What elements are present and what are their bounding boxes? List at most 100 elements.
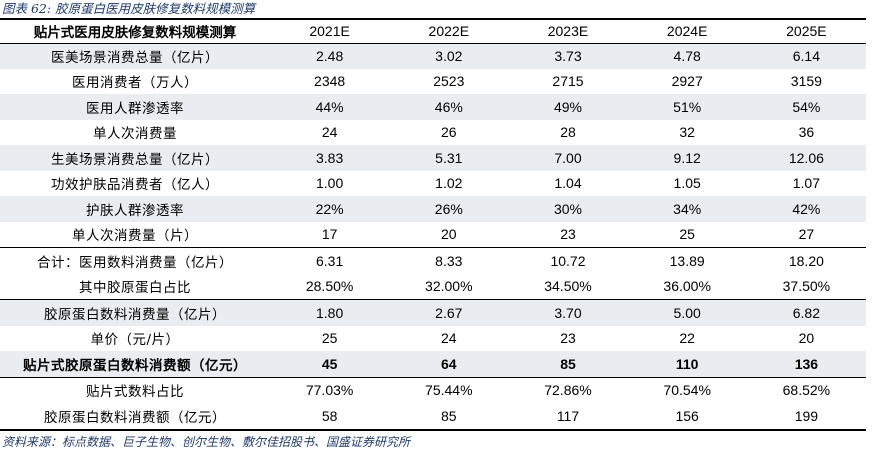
cell-value: 3159 (790, 73, 822, 90)
row-label: 医用消费者（万人） (72, 75, 198, 92)
cell-value: 1.07 (792, 175, 820, 192)
cell-value: 32 (679, 124, 695, 141)
header-label: 贴片式医用皮肤修复数料规模测算 (33, 25, 237, 41)
cell-value: 23 (560, 226, 576, 243)
row-label: 胶原蛋白数料消费量（亿片） (0, 299, 271, 326)
source-note: 资料来源：标点数据、巨子生物、创尔生物、敷尔佳招股书、国盛证券研究所 (2, 435, 411, 449)
cell-value: 34.50% (544, 278, 592, 295)
figure-caption: 图表 62: 胶原蛋白医用皮肤修复数料规模测算 (2, 1, 256, 16)
cell-value: 22% (270, 196, 390, 222)
table-row: 医用人群渗透率 44% 46% 49% 51% 54% (0, 94, 866, 120)
row-label: 胶原蛋白数料消费额（亿元） (44, 409, 226, 426)
table-row: 医美场景消费总量（亿片） 2.48 3.02 3.73 4.78 6.14 (0, 43, 866, 69)
cell-value: 10.72 (508, 247, 628, 274)
cell-value: 3.02 (389, 43, 509, 69)
cell-value: 28.50% (305, 278, 354, 295)
cell-value: 7.00 (508, 145, 628, 171)
cell-value: 136 (746, 351, 866, 377)
row-label: 贴片式胶原蛋白数料消费额（亿元） (0, 351, 271, 377)
cell-value: 25 (679, 226, 695, 243)
table-row: 贴片式胶原蛋白数料消费额（亿元） 45 64 85 110 136 (0, 351, 866, 377)
year-header: 2021E (309, 23, 350, 39)
row-label: 功效护肤品消费者（亿人） (51, 177, 219, 194)
table-row: 单人次消费量 24 26 28 32 36 (0, 120, 866, 146)
table-row: 护肤人群渗透率 22% 26% 30% 34% 42% (0, 196, 866, 222)
cell-value: 85 (508, 351, 628, 377)
cell-value: 5.31 (389, 145, 509, 171)
cell-value: 51% (627, 94, 747, 120)
bottom-rule (0, 429, 866, 431)
cell-value: 75.44% (389, 376, 509, 403)
cell-value: 49% (508, 94, 628, 120)
cell-value: 6.82 (746, 299, 866, 326)
estimate-table: 贴片式医用皮肤修复数料规模测算 2021E 2022E 2023E 2024E … (0, 19, 866, 429)
row-label: 单人次消费量 (93, 126, 177, 143)
cell-value: 24 (321, 124, 338, 141)
table-body: 医美场景消费总量（亿片） 2.48 3.02 3.73 4.78 6.14 医用消费者（万人… (0, 43, 866, 429)
cell-value: 20 (441, 226, 457, 243)
cell-value: 36 (798, 124, 815, 141)
table-row: 单人次消费量（片） 17 20 23 25 27 (0, 222, 866, 248)
cell-value: 58 (321, 407, 338, 424)
cell-value: 9.12 (627, 145, 747, 171)
cell-value: 36.00% (663, 278, 711, 295)
cell-value: 28 (560, 124, 576, 141)
cell-value: 20 (798, 330, 815, 347)
cell-value: 17 (321, 226, 338, 243)
cell-value: 45 (270, 351, 390, 377)
cell-value: 1.02 (435, 175, 463, 192)
cell-value: 85 (441, 407, 457, 424)
cell-value: 27 (798, 226, 815, 243)
row-label: 医用人群渗透率 (0, 94, 271, 120)
cell-value: 64 (389, 351, 509, 377)
cell-value: 68.52% (746, 376, 866, 403)
row-label: 护肤人群渗透率 (0, 196, 271, 222)
row-label: 医美场景消费总量（亿片） (0, 43, 271, 69)
year-header: 2025E (786, 23, 827, 39)
cell-value: 4.78 (627, 43, 747, 69)
cell-value: 34% (627, 196, 747, 222)
cell-value: 12.06 (746, 145, 866, 171)
cell-value: 6.14 (746, 43, 866, 69)
cell-value: 72.86% (508, 376, 628, 403)
table-row: 贴片式数料占比 77.03% 75.44% 72.86% 70.54% 68.52% (0, 376, 866, 403)
table-row: 功效护肤品消费者（亿人） 1.00 1.02 1.04 1.05 1.07 (0, 171, 866, 197)
cell-value: 2.67 (389, 299, 509, 326)
cell-value: 46% (389, 94, 509, 120)
cell-value: 2348 (314, 73, 346, 90)
cell-value: 2523 (433, 73, 465, 90)
cell-value: 24 (441, 330, 457, 347)
cell-value: 23 (560, 330, 576, 347)
cell-value: 1.00 (315, 175, 344, 192)
row-label: 贴片式数料占比 (0, 376, 271, 403)
table-row: 胶原蛋白数料消费量（亿片） 1.80 2.67 3.70 5.00 6.82 (0, 299, 866, 326)
cell-value: 1.04 (554, 175, 582, 192)
cell-value: 77.03% (270, 376, 390, 403)
cell-value: 1.80 (270, 299, 390, 326)
header-rule (0, 43, 866, 44)
row-label: 其中胶原蛋白占比 (79, 280, 191, 297)
cell-value: 13.89 (627, 247, 747, 274)
cell-value: 8.33 (389, 247, 509, 274)
row-label: 单人次消费量（片） (72, 228, 198, 245)
cell-value: 37.50% (782, 278, 831, 295)
table-row: 生美场景消费总量（亿片） 3.83 5.31 7.00 9.12 12.06 (0, 145, 866, 171)
row-label: 合计：医用数料消费量（亿片） (0, 247, 271, 274)
cell-value: 2715 (552, 73, 584, 90)
cell-value: 117 (556, 407, 580, 424)
cell-value: 54% (746, 94, 866, 120)
cell-value: 22 (679, 330, 695, 347)
cell-value: 44% (270, 94, 390, 120)
cell-value: 70.54% (627, 376, 747, 403)
cell-value: 5.00 (627, 299, 747, 326)
year-header: 2023E (547, 23, 589, 39)
cell-value: 3.70 (508, 299, 628, 326)
cell-value: 2.48 (270, 43, 390, 69)
cell-value: 2927 (671, 73, 703, 90)
top-rule (0, 18, 866, 20)
cell-value: 6.31 (270, 247, 390, 274)
table-row: 合计：医用数料消费量（亿片） 6.31 8.33 10.72 13.89 18.20 (0, 247, 866, 274)
table-row: 医用消费者（万人） 2348 2523 2715 2927 3159 (0, 69, 866, 95)
cell-value: 18.20 (746, 247, 866, 274)
cell-value: 26% (389, 196, 509, 222)
